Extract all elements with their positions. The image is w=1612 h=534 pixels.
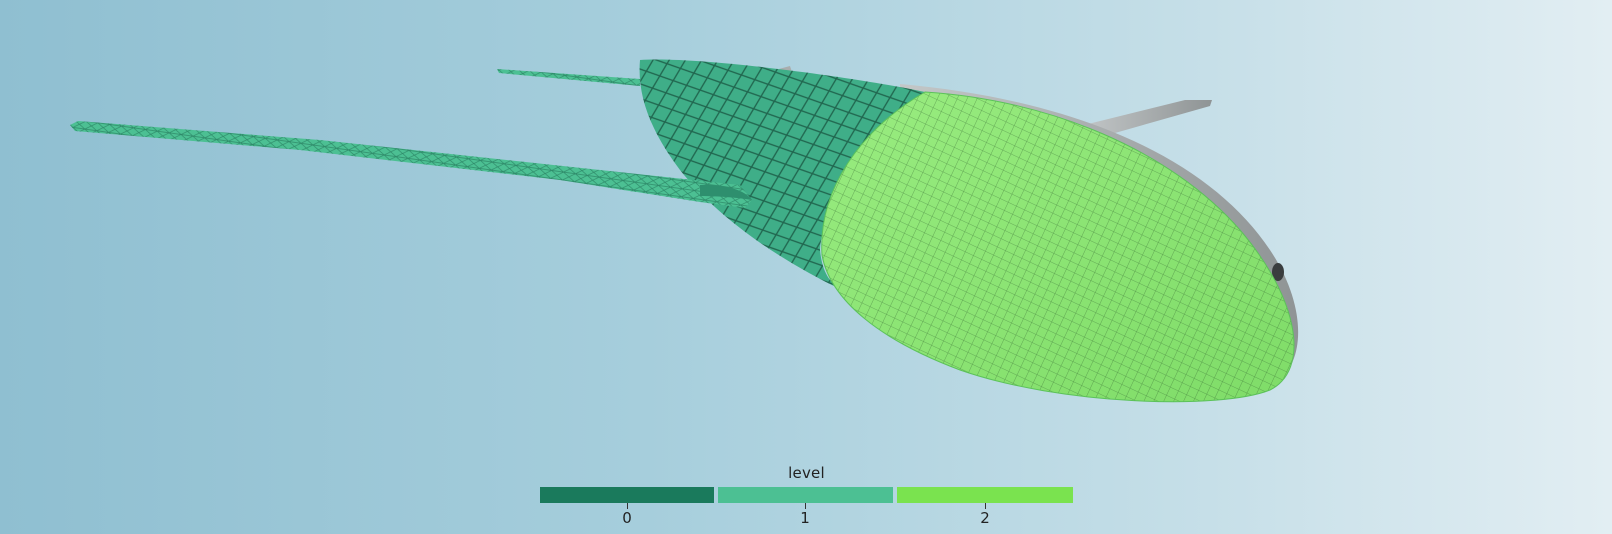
far-wing [497, 69, 640, 86]
legend-tick-2 [985, 503, 986, 509]
legend-title: level [788, 464, 825, 482]
legend-label-1: 1 [800, 509, 810, 527]
fuselage-level-1 [639, 59, 925, 291]
legend-label-2: 2 [980, 509, 990, 527]
legend-tick-0 [627, 503, 628, 509]
legend-swatch-level-2 [897, 487, 1073, 503]
near-wing [70, 121, 752, 208]
legend-label-0: 0 [622, 509, 632, 527]
legend-swatch-level-0 [540, 487, 714, 503]
legend-swatch-level-1 [718, 487, 893, 503]
color-legend: level 0 1 2 [540, 464, 1073, 530]
fuselage-level-2 [821, 91, 1295, 403]
legend-tick-1 [805, 503, 806, 509]
